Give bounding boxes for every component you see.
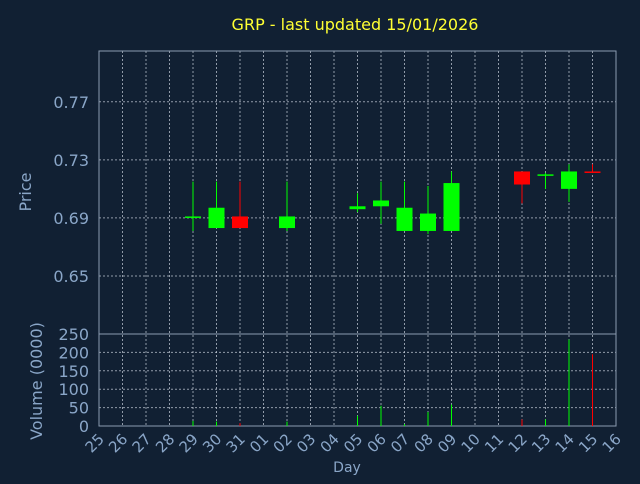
price-tick-label: 0.73 (53, 151, 89, 170)
day-tick-label: 10 (458, 430, 484, 456)
day-tick-label: 01 (246, 430, 272, 456)
price-axis-label: Price (16, 172, 35, 211)
volume-axis-label: Volume (0000) (27, 322, 46, 440)
x-axis-label: Day (333, 460, 361, 476)
day-tick-label: 03 (293, 430, 319, 456)
day-tick-label: 28 (152, 430, 178, 456)
candle-body (584, 171, 601, 173)
volume-tick-label: 100 (58, 380, 89, 399)
price-tick-label: 0.69 (53, 209, 89, 228)
day-tick-label: 30 (199, 430, 225, 456)
candle-body (443, 183, 460, 231)
candle-body (420, 213, 436, 231)
day-tick-label: 16 (599, 430, 625, 456)
day-tick-label: 05 (340, 430, 366, 456)
day-tick-label: 12 (505, 430, 531, 456)
plot-layer: 0.770.730.690.65250200150100500252627282… (53, 50, 625, 456)
day-tick-label: 11 (481, 430, 507, 456)
day-tick-label: 09 (434, 430, 460, 456)
day-tick-label: 15 (575, 430, 601, 456)
candle-body (349, 206, 366, 210)
price-tick-label: 0.65 (53, 267, 89, 286)
day-tick-label: 31 (223, 430, 249, 456)
volume-tick-label: 200 (58, 343, 89, 362)
price-tick-label: 0.77 (53, 93, 89, 112)
day-tick-label: 13 (528, 430, 554, 456)
volume-tick-label: 50 (69, 399, 89, 418)
day-tick-label: 14 (552, 430, 578, 456)
day-tick-label: 07 (387, 430, 413, 456)
day-tick-label: 27 (129, 430, 155, 456)
volume-tick-label: 250 (58, 325, 89, 344)
candle-body (208, 207, 225, 229)
day-tick-label: 26 (105, 430, 131, 456)
candle-body (514, 171, 530, 185)
day-tick-label: 06 (364, 430, 390, 456)
day-tick-label: 04 (317, 430, 343, 456)
day-tick-label: 29 (176, 430, 202, 456)
candle-body (537, 174, 554, 176)
candle-body (279, 216, 295, 229)
candle-body (373, 200, 389, 207)
volume-tick-label: 0 (79, 417, 89, 436)
day-tick-label: 02 (270, 430, 296, 456)
volume-tick-label: 150 (58, 362, 89, 381)
day-tick-label: 08 (411, 430, 437, 456)
candle-body (561, 171, 577, 189)
chart-title: GRP - last updated 15/01/2026 (232, 15, 479, 34)
candle-body (232, 216, 248, 229)
candle-body (185, 216, 201, 218)
candle-body (396, 207, 413, 231)
